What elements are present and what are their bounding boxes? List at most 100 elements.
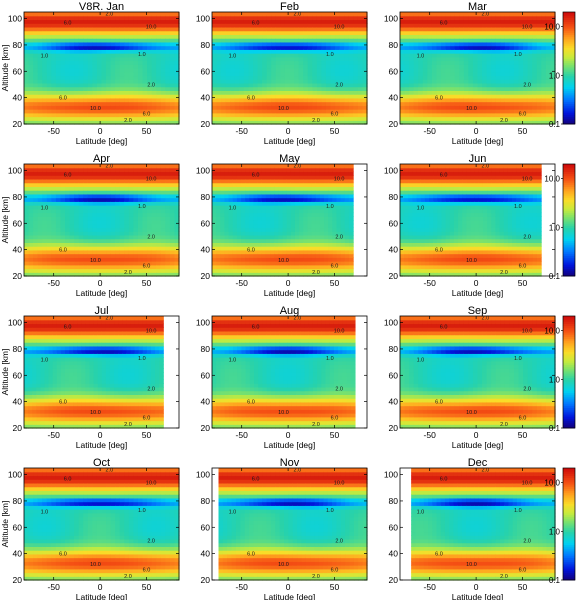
heatmap-cell (404, 15, 410, 21)
heatmap-cell (294, 53, 300, 58)
heatmap-cell (216, 68, 222, 73)
heatmap-cell (115, 12, 121, 17)
heatmap-cell (362, 30, 368, 35)
heatmap-cell (441, 97, 447, 103)
heatmap-cell (404, 60, 410, 65)
heatmap-cell (436, 101, 442, 106)
heatmap-cells (400, 12, 556, 125)
heatmap-cell (353, 41, 359, 47)
heatmap-cell (216, 112, 222, 118)
heatmap-cell (454, 116, 460, 121)
heatmap-cell (348, 56, 354, 62)
heatmap-cell (216, 97, 222, 103)
heatmap-cell (69, 30, 75, 35)
heatmap-cell (147, 231, 153, 236)
heatmap-cell (330, 15, 336, 21)
heatmap-cell (78, 223, 84, 229)
heatmap-cell (156, 94, 162, 99)
heatmap-cell (248, 26, 254, 32)
heatmap-cell (24, 171, 30, 176)
heatmap-cell (128, 246, 135, 251)
contour-label: 1.0 (417, 53, 425, 59)
heatmap-cell (400, 64, 406, 69)
heatmap-cell (441, 86, 447, 91)
heatmap-cell (353, 112, 359, 118)
heatmap-cell (307, 30, 313, 35)
heatmap-cell (83, 216, 89, 221)
heatmap-cell (87, 64, 93, 69)
heatmap-cell (325, 45, 332, 50)
heatmap-cell (212, 90, 218, 95)
heatmap-cell (353, 49, 359, 54)
heatmap-cell (418, 49, 424, 54)
heatmap-cell (78, 216, 84, 221)
heatmap-cell (60, 49, 66, 54)
heatmap-cell (261, 261, 267, 266)
heatmap-cell (147, 223, 153, 229)
heatmap-cell (270, 193, 275, 199)
heatmap-cell (504, 68, 511, 73)
heatmap-cell (124, 261, 130, 266)
heatmap-cell (266, 79, 272, 84)
heatmap-cell (404, 71, 410, 77)
heatmap-cell (65, 12, 71, 17)
heatmap-cell (422, 23, 428, 28)
heatmap-cell (74, 208, 80, 214)
heatmap-cell (65, 175, 71, 180)
heatmap-cell (362, 41, 368, 47)
heatmap-cell (236, 227, 242, 232)
heatmap-cell (37, 193, 43, 199)
heatmap-cell (270, 242, 275, 247)
heatmap-cell (477, 116, 483, 121)
heatmap-cell (316, 90, 323, 95)
heatmap-cell (248, 71, 254, 77)
heatmap-cell (357, 30, 364, 35)
heatmap-cell (513, 68, 520, 73)
heatmap-cell (42, 246, 48, 251)
heatmap-cell (441, 105, 447, 110)
heatmap-cell (500, 45, 506, 50)
colorbar-frame (562, 11, 576, 125)
heatmap-cell (477, 75, 483, 80)
heatmap-cell (495, 90, 501, 95)
heatmap-cell (532, 41, 538, 47)
heatmap-cell (513, 97, 520, 103)
heatmap-cell (60, 182, 66, 187)
heatmap-cell (228, 193, 234, 199)
heatmap-cell (160, 19, 166, 24)
heatmap-cell (78, 26, 84, 32)
heatmap-cell (450, 86, 456, 91)
heatmap-cell (87, 116, 93, 121)
heatmap-cell (404, 82, 410, 88)
heatmap-cell (28, 60, 34, 65)
heatmap-cell (156, 30, 162, 35)
heatmap-cell (46, 41, 52, 47)
heatmap-cell (330, 71, 336, 77)
heatmap-cell (212, 26, 218, 32)
heatmap-cell (348, 23, 354, 28)
heatmap-cell (275, 97, 281, 103)
heatmap-cell (357, 105, 364, 110)
heatmap-cell (142, 261, 148, 266)
heatmap-cell (37, 15, 43, 21)
heatmap-cell (83, 120, 89, 125)
heatmap-cell (137, 216, 144, 221)
heatmap-cell (518, 75, 524, 80)
heatmap-cell (115, 178, 121, 184)
heatmap-cell (294, 34, 300, 39)
heatmap-cell (504, 64, 511, 69)
heatmap-cell (156, 171, 162, 176)
heatmap-cell (216, 178, 221, 184)
heatmap-cell (55, 34, 62, 39)
heatmap-cell (101, 212, 107, 217)
heatmap-cell (165, 105, 171, 110)
heatmap-cell (165, 79, 171, 84)
heatmap-cell (275, 86, 281, 91)
heatmap-cell (454, 30, 460, 35)
heatmap-cell (299, 182, 304, 187)
heatmap-cell (299, 238, 304, 243)
heatmap-cell (477, 41, 483, 47)
heatmap-cell (106, 193, 112, 199)
heatmap-cell (266, 64, 272, 69)
heatmap-cell (500, 94, 506, 99)
